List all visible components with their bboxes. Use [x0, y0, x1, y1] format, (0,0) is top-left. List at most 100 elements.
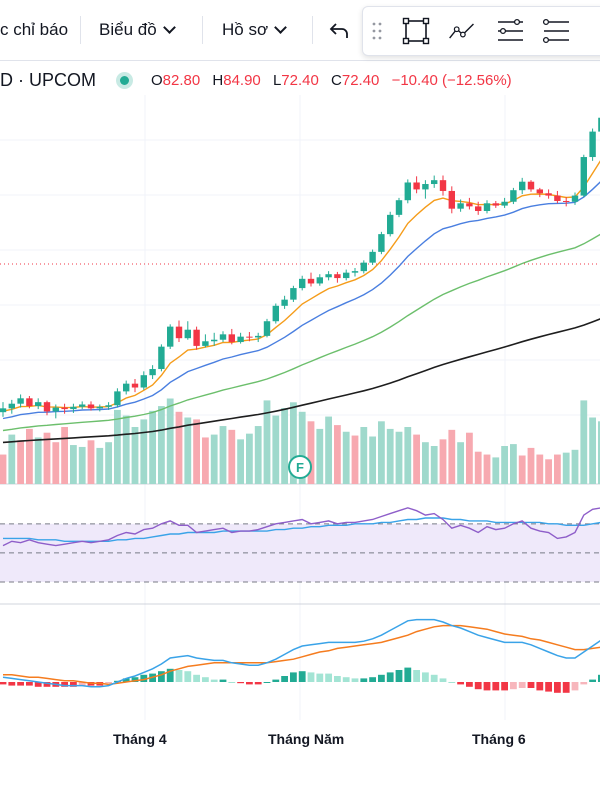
volume-bar: [518, 455, 526, 484]
candle-body: [272, 305, 279, 322]
macd-histogram-bar: [439, 678, 447, 682]
macd-histogram-bar: [562, 682, 570, 693]
macd-histogram-bar: [193, 674, 200, 682]
toolbar-divider: [202, 16, 203, 44]
candle-body: [510, 190, 517, 202]
candle-body: [0, 408, 7, 413]
volume-bar: [26, 428, 33, 484]
candle-body: [61, 407, 68, 410]
indicators-button[interactable]: c chỉ báo: [0, 13, 68, 47]
volume-bar: [70, 445, 77, 484]
macd-histogram-bar: [518, 682, 526, 688]
candle-body: [387, 214, 394, 235]
volume-bar: [536, 454, 544, 484]
macd-histogram-bar: [413, 670, 420, 682]
macd-histogram-bar: [237, 682, 244, 684]
chart-type-dropdown[interactable]: Biểu đồ: [99, 13, 176, 47]
macd-line: [2, 618, 600, 688]
candle-body: [52, 407, 59, 412]
volume-bar: [17, 440, 24, 484]
volume-bar: [175, 411, 183, 484]
pitchfork-icon[interactable]: [541, 17, 571, 45]
chart-type-label: Biểu đồ: [99, 20, 157, 39]
ohlc-values: O82.80 H84.90 L72.40 C72.40 −10.40 (−12.…: [151, 72, 520, 89]
candle-body: [483, 203, 491, 211]
symbol-name[interactable]: D · UPCOM: [0, 69, 96, 90]
macd-histogram-bar: [571, 682, 579, 691]
macd-histogram-bar: [246, 682, 253, 685]
volume-bar: [272, 415, 280, 484]
volume-bar: [210, 434, 218, 484]
macd-histogram-bar: [536, 682, 544, 691]
candle-body: [70, 406, 77, 410]
candle-body: [158, 346, 165, 370]
volume-bar: [598, 421, 600, 484]
candle-body: [501, 201, 508, 206]
macd-histogram-bar: [254, 682, 262, 685]
volume-bar: [131, 427, 139, 484]
macd-histogram-bar: [351, 678, 359, 682]
macd-histogram-bar: [166, 668, 174, 682]
undo-button[interactable]: [328, 13, 358, 47]
price-chart[interactable]: F: [0, 95, 600, 725]
rectangle-icon[interactable]: [401, 17, 431, 45]
macd-histogram-bar: [0, 682, 7, 685]
macd-histogram-bar: [360, 678, 368, 682]
volume-bar: [483, 454, 491, 484]
volume-bar: [466, 432, 473, 484]
candle-body: [431, 180, 438, 185]
macd-signal-line: [3, 624, 600, 686]
candle-body: [325, 274, 332, 278]
volume-bar: [246, 433, 253, 484]
candle-body: [439, 180, 447, 191]
macd-histogram-bar: [483, 682, 491, 691]
open-value: 82.80: [162, 71, 201, 89]
macd-histogram-bar: [210, 679, 218, 682]
volume-bar: [78, 446, 86, 484]
volume-bar: [422, 442, 429, 484]
macd-histogram-bar: [70, 682, 77, 687]
drag-handle-icon[interactable]: [371, 21, 383, 41]
macd-histogram-bar: [580, 682, 588, 685]
candle-body: [448, 190, 455, 209]
profile-dropdown[interactable]: Hồ sơ: [222, 13, 287, 47]
volume-bar: [439, 439, 447, 484]
chevron-down-icon: [162, 21, 176, 34]
symbol-legend: D · UPCOM O82.80 H84.90 L72.40 C72.40 −1…: [0, 66, 520, 94]
volume-bar: [448, 429, 456, 484]
trend-line-icon[interactable]: [447, 17, 477, 45]
macd-histogram-bar: [272, 679, 280, 682]
fib-retracement-icon[interactable]: [495, 17, 525, 45]
candle-body: [563, 200, 570, 202]
macd-histogram-bar: [589, 679, 596, 682]
volume-bar: [457, 442, 464, 484]
candle-body: [519, 181, 526, 191]
volume-bar: [316, 428, 324, 484]
macd-histogram-bar: [386, 672, 394, 682]
macd-histogram-bar: [448, 682, 456, 683]
candle-body: [237, 336, 244, 343]
volume-bar: [369, 436, 376, 484]
volume-bar: [413, 434, 420, 484]
candle-body: [571, 195, 579, 202]
macd-histogram-bar: [263, 682, 271, 683]
volume-bar: [61, 427, 68, 484]
volume-bar: [149, 410, 156, 484]
market-status-icon: [120, 75, 129, 85]
ma-short-line: [2, 181, 600, 420]
candle-body: [193, 329, 200, 346]
macd-histogram-bar: [457, 682, 464, 685]
volume-bar: [492, 457, 500, 484]
moving-averages: [2, 160, 600, 444]
volume-bar: [254, 426, 262, 484]
profile-label: Hồ sơ: [222, 20, 269, 39]
macd-histogram-bar: [474, 682, 482, 690]
candle-body: [598, 117, 600, 132]
volume-bar: [158, 406, 165, 484]
candle-body: [246, 336, 253, 338]
volume-bar: [228, 429, 236, 484]
x-axis-label: Tháng 6: [472, 731, 526, 747]
volume-marker[interactable]: F: [288, 455, 312, 479]
volume-bar: [290, 402, 297, 484]
volume-bar: [105, 442, 112, 484]
